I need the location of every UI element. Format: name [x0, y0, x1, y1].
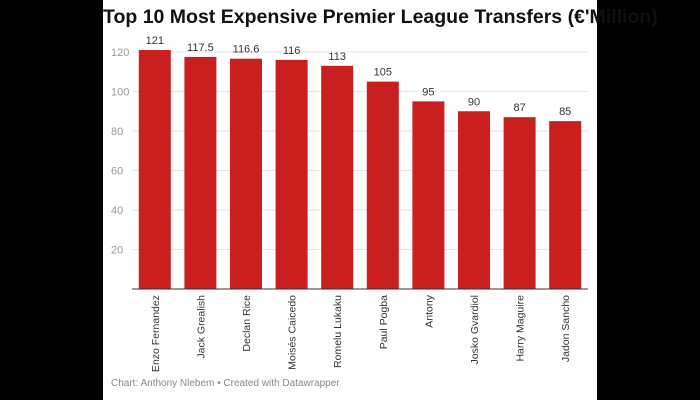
data-label: 85 — [559, 106, 571, 118]
x-tick-label: Paul Pogba — [378, 295, 390, 349]
chart-panel: Top 10 Most Expensive Premier League Tra… — [103, 0, 658, 400]
x-tick-label: Harry Maguire — [515, 295, 527, 362]
data-label: 116 — [283, 45, 301, 57]
data-label: 95 — [422, 86, 434, 98]
x-tick-label: Declan Rice — [241, 295, 253, 352]
bar — [366, 81, 399, 289]
x-tick-label: Romelu Lukaku — [332, 295, 344, 368]
bar — [458, 111, 490, 289]
chart-credit: Chart: Anthony Nlebem • Created with Dat… — [111, 378, 340, 389]
chart-title: Top 10 Most Expensive Premier League Tra… — [103, 6, 658, 28]
bar-chart: 20 40 60 80 100 120 121 Enzo Fernandez 117.5 Jack… — [111, 35, 588, 372]
y-tick-label: 40 — [111, 205, 123, 217]
bar — [321, 65, 354, 289]
x-tick-label: Enzo Fernandez — [150, 295, 162, 372]
y-tick-label: 80 — [111, 126, 123, 138]
y-tick-label: 20 — [111, 245, 123, 257]
bar — [503, 117, 536, 289]
data-label: 116.6 — [233, 44, 260, 56]
data-label: 121 — [146, 35, 164, 47]
data-label: 87 — [513, 102, 525, 114]
x-tick-label: Jack Grealish — [195, 295, 207, 359]
bar — [549, 121, 582, 289]
y-tick-label: 120 — [111, 47, 129, 59]
x-tick-label: Jadon Sancho — [560, 295, 572, 362]
y-tick-label: 100 — [111, 87, 129, 99]
x-tick-label: Antony — [423, 294, 435, 327]
bar — [138, 50, 171, 290]
x-tick-label: Josko Gvardiol — [469, 295, 481, 364]
data-label: 113 — [328, 51, 346, 63]
data-label: 105 — [374, 67, 392, 79]
data-label: 117.5 — [187, 42, 214, 54]
bar — [230, 58, 262, 290]
x-tick-label: Moisés Caicedo — [287, 295, 299, 370]
bar — [412, 101, 445, 289]
bar — [184, 56, 217, 289]
data-label: 90 — [468, 96, 480, 108]
y-tick-label: 60 — [111, 166, 123, 178]
bar — [275, 59, 308, 290]
